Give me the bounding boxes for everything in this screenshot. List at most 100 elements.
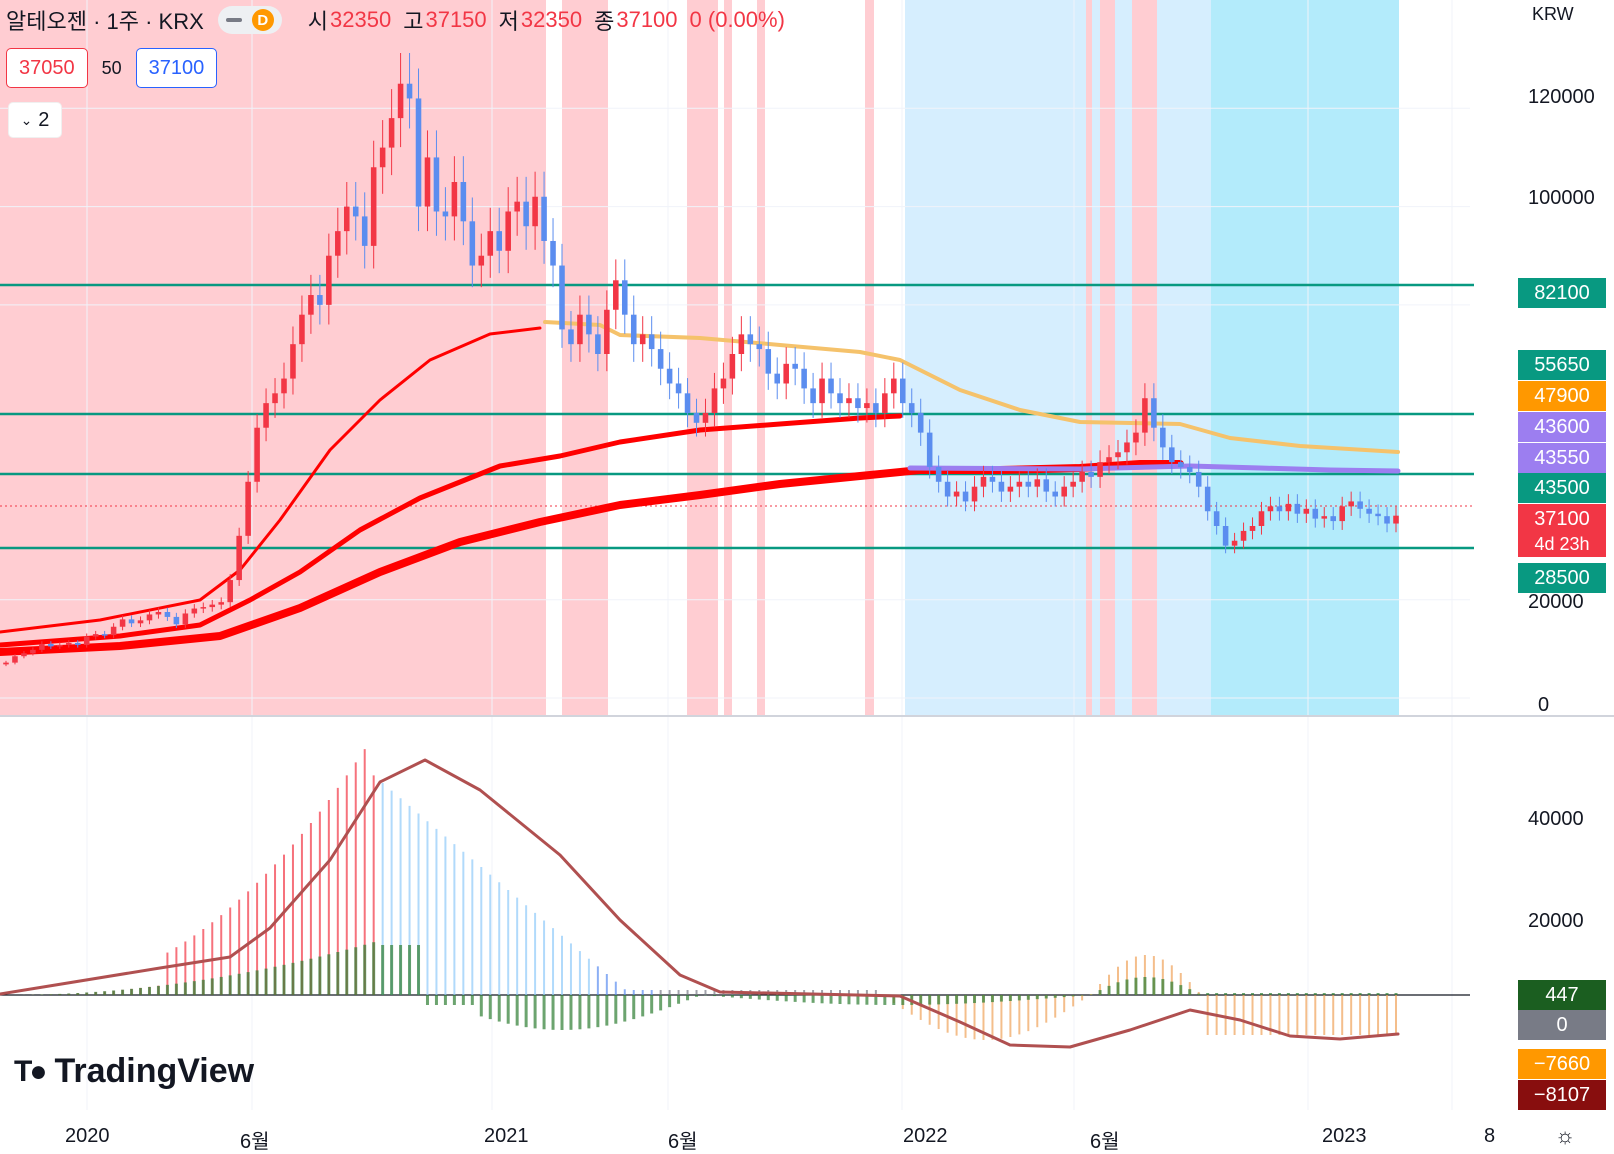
candle-body (1258, 511, 1265, 526)
candle-body (1186, 467, 1193, 472)
candle-body (1384, 516, 1390, 524)
price-tick: 100000 (1528, 187, 1595, 209)
candle-body (917, 412, 924, 433)
candle-body (110, 626, 117, 636)
candle-body (1079, 471, 1085, 482)
candle-body (783, 363, 789, 384)
candle-body (1231, 540, 1238, 546)
candle-body (774, 373, 781, 384)
candle-body (469, 221, 476, 266)
candle-body (209, 604, 216, 608)
price-tick: 120000 (1528, 86, 1595, 108)
level-label-43500: 43500 (1518, 473, 1606, 503)
candle-body (747, 334, 754, 345)
candle-body (899, 378, 906, 404)
time-tick: 2022 (903, 1125, 948, 1147)
candle-body (1106, 457, 1112, 463)
candle-body (1025, 481, 1032, 487)
candle-body (819, 378, 825, 404)
candle-body (245, 481, 251, 536)
level-label-55650: 55650 (1518, 350, 1606, 380)
candle-body (415, 98, 422, 207)
candle-body (505, 211, 511, 251)
candle-body (74, 642, 81, 645)
candle-body (630, 314, 637, 345)
close-value: 37100 (616, 7, 678, 32)
candle-body (281, 378, 287, 394)
candle-body (370, 167, 377, 246)
currency-label[interactable]: KRW (1532, 4, 1574, 24)
delayed-data-badge[interactable]: D (251, 9, 274, 31)
candle-body (1321, 516, 1328, 519)
candle-body (908, 403, 915, 413)
trend-band (1092, 0, 1100, 716)
candle-body (290, 344, 296, 379)
ma-short-line (0, 326, 542, 634)
candle-body (1034, 479, 1041, 487)
osc-label-447: 447 (1518, 980, 1606, 1010)
candle-body (442, 211, 449, 217)
candle-body (164, 612, 171, 617)
candle-body (1016, 481, 1023, 487)
candle-body (648, 334, 655, 350)
candle-body (944, 481, 951, 497)
candle-body (308, 295, 314, 315)
indicator-count: 2 (38, 108, 50, 131)
ma-label-43600: 43600 (1518, 412, 1606, 442)
sell-button[interactable]: 37050 (6, 48, 88, 88)
candle-body (83, 636, 90, 645)
candle-body (756, 344, 763, 350)
candle-body (379, 147, 386, 168)
candle-body (1375, 513, 1381, 517)
buy-button[interactable]: 37100 (135, 48, 218, 88)
candle-body (1204, 486, 1211, 512)
candle-body (352, 206, 359, 217)
trend-band (724, 0, 732, 716)
candle-body (855, 398, 861, 409)
symbol-title[interactable]: 알테오젠 · 1주 · KRX (6, 9, 204, 34)
candle-body (1160, 427, 1166, 448)
candle-body (299, 314, 305, 345)
time-tick: 6월 (668, 1131, 698, 1153)
candle-body (1357, 501, 1363, 509)
candle-body (65, 642, 72, 645)
candle-body (514, 201, 520, 212)
candle-body (935, 467, 942, 482)
trend-band (1086, 0, 1092, 716)
candle-body (1169, 447, 1175, 463)
price-tick: 0 (1538, 694, 1550, 716)
time-tick: 2020 (65, 1125, 110, 1147)
candle-body (639, 334, 646, 345)
candle-body (1115, 452, 1121, 458)
candle-body (998, 481, 1005, 492)
time-tick: 2021 (484, 1125, 529, 1147)
candle-body (1124, 442, 1130, 453)
candle-body (191, 608, 198, 614)
candle-body (137, 620, 144, 624)
tradingview-logo[interactable]: T● TradingView (14, 1052, 254, 1091)
candle-body (1285, 503, 1292, 512)
candle-body (101, 634, 108, 636)
candle-body (424, 157, 431, 207)
trend-band (1157, 0, 1211, 716)
change-value: 0 (0.00%) (689, 7, 785, 32)
trend-band (1211, 0, 1399, 716)
candle-body (675, 383, 682, 394)
candle-body (21, 653, 27, 657)
visibility-toggle[interactable]: D (217, 6, 282, 34)
high-value: 37150 (425, 7, 487, 32)
candle-body (1213, 511, 1220, 526)
candle-body (272, 393, 278, 404)
candle-body (962, 491, 969, 502)
level-label-28500: 28500 (1518, 563, 1606, 593)
candle-body (397, 83, 404, 119)
candle-body (980, 476, 987, 487)
osc-label-zero: 0 (1518, 1010, 1606, 1040)
indicators-collapse-button[interactable]: ⌄ 2 (8, 102, 62, 138)
settings-gear-icon[interactable]: ☼ (1555, 1123, 1576, 1148)
candle-body (200, 607, 207, 609)
candle-body (92, 634, 99, 637)
osc-signal-line (0, 758, 1400, 1049)
open-value: 32350 (330, 7, 392, 32)
